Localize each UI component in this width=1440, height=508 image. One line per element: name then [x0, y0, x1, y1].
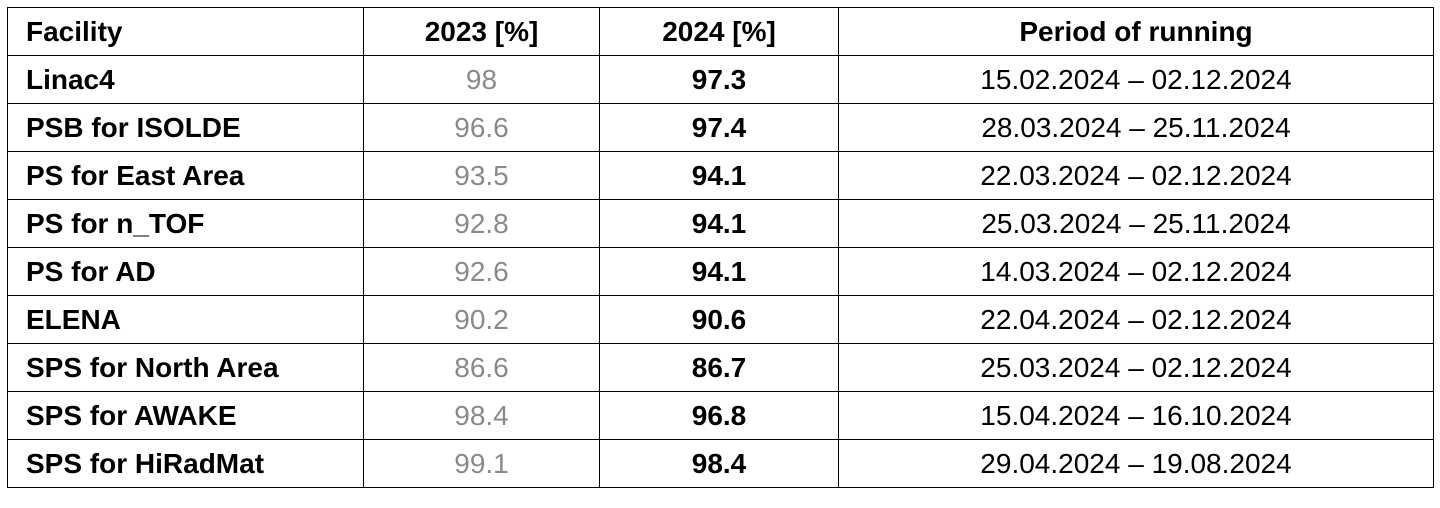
value-2023-cell: 98 [363, 55, 600, 104]
value-2023-cell: 93.5 [363, 151, 600, 200]
value-2023-cell: 92.8 [363, 199, 600, 248]
facility-cell: ELENA [7, 295, 364, 344]
value-2024-cell: 96.8 [599, 391, 839, 440]
value-2024-cell: 97.3 [599, 55, 839, 104]
period-cell: 14.03.2024 – 02.12.2024 [838, 247, 1434, 296]
facility-cell: Linac4 [7, 55, 364, 104]
value-2024-cell: 90.6 [599, 295, 839, 344]
table-row: PSB for ISOLDE 96.6 97.4 28.03.2024 – 25.11… [7, 103, 1434, 152]
value-2024-cell: 94.1 [599, 247, 839, 296]
table-row: PS for East Area 93.5 94.1 22.03.2024 – 02.… [7, 151, 1434, 200]
header-cell: Facility [7, 7, 364, 56]
table-row: ELENA 90.2 90.6 22.04.2024 – 02.12.2024 [7, 295, 1434, 344]
value-2024-cell: 94.1 [599, 199, 839, 248]
facility-cell: PS for n_TOF [7, 199, 364, 248]
value-2024-cell: 86.7 [599, 343, 839, 392]
value-2023-cell: 90.2 [363, 295, 600, 344]
period-cell: 22.04.2024 – 02.12.2024 [838, 295, 1434, 344]
facility-cell: SPS for AWAKE [7, 391, 364, 440]
facility-cell: PS for AD [7, 247, 364, 296]
availability-table: Facility 2023 [%] 2024 [%] Period of run… [7, 7, 1434, 488]
table-row: Linac4 98 97.3 15.02.2024 – 02.12.2024 [7, 55, 1434, 104]
facility-cell: PSB for ISOLDE [7, 103, 364, 152]
table-row: PS for AD 92.6 94.1 14.03.2024 – 02.12.2024 [7, 247, 1434, 296]
header-row: Facility 2023 [%] 2024 [%] Period of run… [7, 7, 1434, 56]
value-2023-cell: 92.6 [363, 247, 600, 296]
period-cell: 15.04.2024 – 16.10.2024 [838, 391, 1434, 440]
facility-cell: SPS for North Area [7, 343, 364, 392]
table-row: SPS for North Area 86.6 86.7 25.03.2024 – 0… [7, 343, 1434, 392]
value-2023-cell: 98.4 [363, 391, 600, 440]
period-cell: 25.03.2024 – 25.11.2024 [838, 199, 1434, 248]
header-cell: 2024 [%] [599, 7, 839, 56]
value-2024-cell: 98.4 [599, 439, 839, 488]
header-cell: 2023 [%] [363, 7, 600, 56]
period-cell: 22.03.2024 – 02.12.2024 [838, 151, 1434, 200]
value-2024-cell: 94.1 [599, 151, 839, 200]
table-row: SPS for AWAKE 98.4 96.8 15.04.2024 – 16.10.… [7, 391, 1434, 440]
table-body: Linac4 98 97.3 15.02.2024 – 02.12.2024 PSB f… [7, 55, 1434, 488]
header-cell: Period of running [838, 7, 1434, 56]
facility-cell: SPS for HiRadMat [7, 439, 364, 488]
value-2023-cell: 96.6 [363, 103, 600, 152]
period-cell: 29.04.2024 – 19.08.2024 [838, 439, 1434, 488]
table-row: SPS for HiRadMat 99.1 98.4 29.04.2024 – 19.… [7, 439, 1434, 488]
value-2023-cell: 86.6 [363, 343, 600, 392]
value-2024-cell: 97.4 [599, 103, 839, 152]
period-cell: 25.03.2024 – 02.12.2024 [838, 343, 1434, 392]
table-row: PS for n_TOF 92.8 94.1 25.03.2024 – 25.11.2… [7, 199, 1434, 248]
period-cell: 28.03.2024 – 25.11.2024 [838, 103, 1434, 152]
period-cell: 15.02.2024 – 02.12.2024 [838, 55, 1434, 104]
facility-cell: PS for East Area [7, 151, 364, 200]
value-2023-cell: 99.1 [363, 439, 600, 488]
